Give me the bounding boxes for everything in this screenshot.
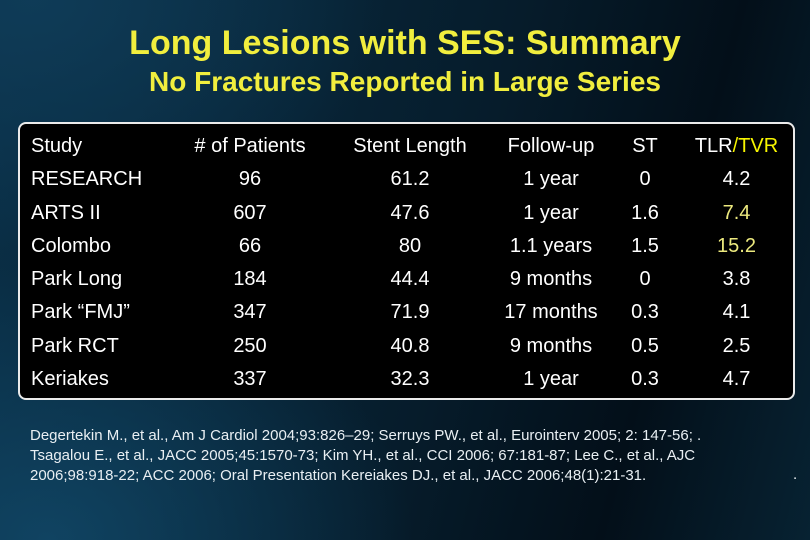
column-header-patients: # of Patients (194, 135, 306, 158)
cell-patients: 607 (233, 201, 267, 224)
cell-st: 0.3 (631, 367, 659, 390)
column-header-stent-length: Stent Length (353, 135, 467, 158)
cell-study: Colombo (31, 234, 112, 257)
title-block: Long Lesions with SES: Summary No Fractu… (0, 0, 810, 98)
cell-stent-length: 44.4 (390, 268, 430, 291)
cell-follow-up: 1 year (523, 201, 579, 224)
column-header-st: ST (632, 135, 658, 158)
column-header-tlr-tvr: TLR/TVR (680, 135, 793, 158)
cell-st: 0.3 (631, 301, 659, 324)
cell-tlr-tvr: 4.2 (722, 168, 751, 191)
tvr-label: /TVR (732, 135, 779, 158)
cell-patients: 184 (233, 268, 267, 291)
cell-st: 0.5 (631, 334, 659, 357)
cell-stent-length: 71.9 (390, 301, 430, 324)
table-row: Colombo 66 80 1.1 years 1.5 15.2 (20, 230, 793, 263)
cell-follow-up: 1.1 years (509, 234, 593, 257)
slide-title: Long Lesions with SES: Summary (129, 24, 681, 62)
cell-patients: 337 (233, 367, 267, 390)
cell-study: Park “FMJ” (31, 301, 130, 324)
table-row: Park Long 184 44.4 9 months 0 3.8 (20, 263, 793, 296)
cell-st: 0 (639, 268, 651, 291)
table-row: RESEARCH 96 61.2 1 year 0 4.2 (20, 163, 793, 196)
table-row: Keriakes 337 32.3 1 year 0.3 4.7 (20, 363, 793, 396)
citation-text: Degertekin M., et al., Am J Cardiol 2004… (30, 427, 702, 484)
column-header-follow-up: Follow-up (507, 135, 595, 158)
cell-follow-up: 9 months (509, 268, 593, 291)
cell-follow-up: 9 months (509, 334, 593, 357)
cell-tlr-tvr: 7.4 (722, 201, 751, 224)
cell-study: Park Long (31, 268, 123, 291)
cell-follow-up: 1 year (523, 168, 579, 191)
cell-patients: 347 (233, 301, 267, 324)
cell-patients: 250 (233, 334, 267, 357)
cell-stent-length: 32.3 (390, 367, 430, 390)
cell-tlr-tvr: 15.2 (717, 234, 756, 257)
trailing-period: . (793, 466, 798, 483)
cell-st: 1.6 (631, 201, 659, 224)
cell-patients: 66 (238, 234, 262, 257)
cell-stent-length: 80 (398, 234, 422, 257)
cell-st: 0 (639, 168, 651, 191)
slide-subtitle: No Fractures Reported in Large Series (149, 66, 661, 98)
cell-study: RESEARCH (31, 168, 143, 191)
cell-study: ARTS II (31, 201, 101, 224)
cell-tlr-tvr: 2.5 (722, 334, 751, 357)
cell-st: 1.5 (631, 234, 659, 257)
cell-study: Keriakes (31, 367, 109, 390)
cell-follow-up: 1 year (523, 367, 579, 390)
cell-stent-length: 61.2 (390, 168, 430, 191)
table-row: Park RCT 250 40.8 9 months 0.5 2.5 (20, 330, 793, 363)
cell-tlr-tvr: 4.7 (722, 367, 751, 390)
cell-study: Park RCT (31, 334, 119, 357)
cell-stent-length: 40.8 (390, 334, 430, 357)
cell-patients: 96 (238, 168, 262, 191)
table-row: Park “FMJ” 347 71.9 17 months 0.3 4.1 (20, 296, 793, 329)
table-row: ARTS II 607 47.6 1 year 1.6 7.4 (20, 197, 793, 230)
cell-tlr-tvr: 3.8 (722, 268, 751, 291)
cell-tlr-tvr: 4.1 (722, 301, 751, 324)
table-header-row: Study # of Patients Stent Length Follow-… (20, 130, 793, 163)
summary-table: Study # of Patients Stent Length Follow-… (18, 122, 795, 400)
column-header-study: Study (31, 135, 83, 158)
tlr-label: TLR (694, 135, 733, 158)
cell-stent-length: 47.6 (390, 201, 430, 224)
cell-follow-up: 17 months (504, 301, 598, 324)
